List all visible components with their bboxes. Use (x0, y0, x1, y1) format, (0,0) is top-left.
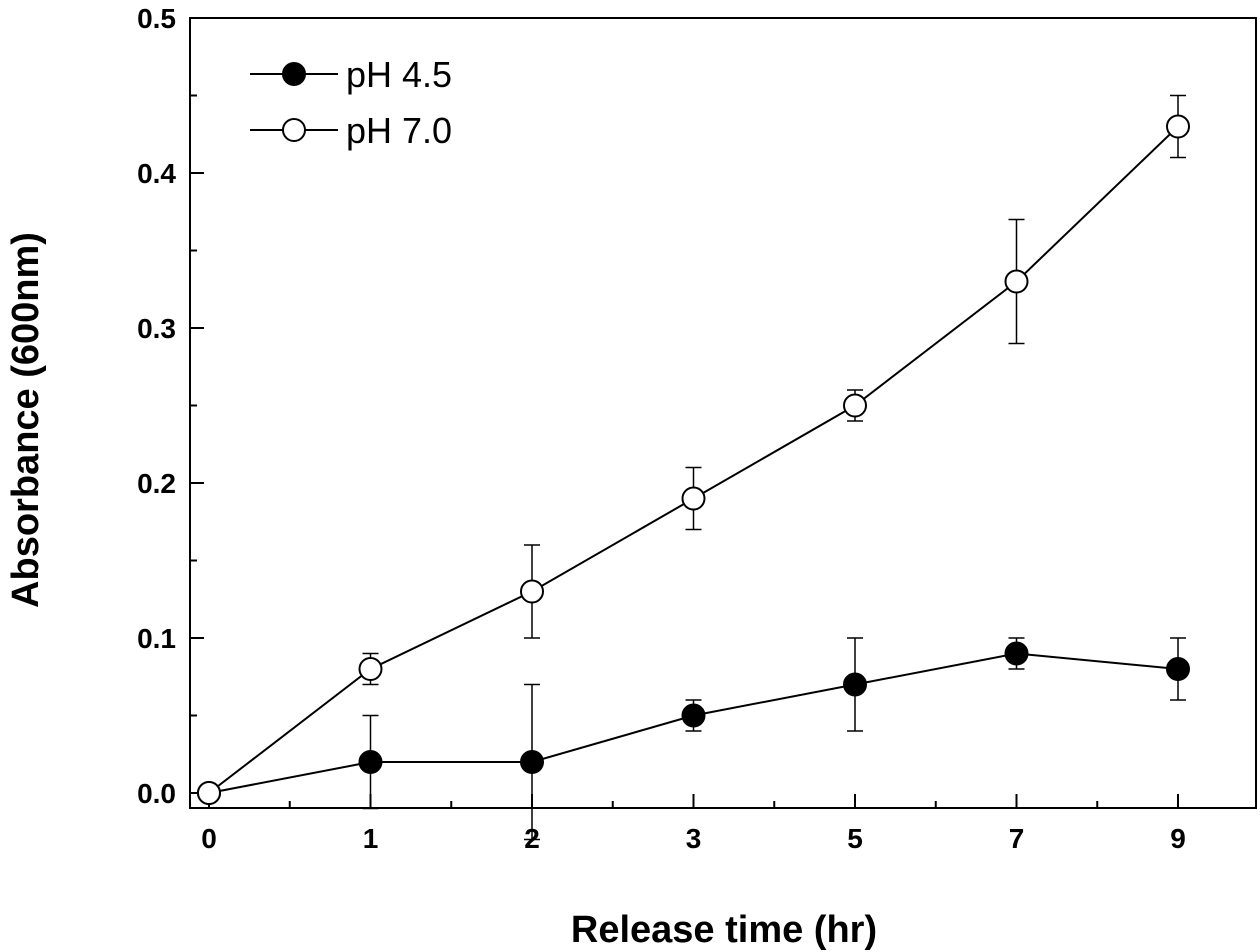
legend-item: pH 4.5 (250, 54, 452, 95)
data-point (358, 750, 383, 774)
y-tick-label: 0.5 (137, 3, 176, 34)
x-tick-label: 9 (1170, 823, 1186, 854)
x-axis-title: Release time (hr) (571, 909, 877, 951)
data-point (197, 781, 221, 805)
x-tick-label: 0 (201, 823, 217, 854)
y-tick-label: 0.0 (137, 778, 176, 809)
plot-frame (189, 17, 1257, 809)
y-tick-label: 0.2 (137, 468, 176, 499)
series-2 (197, 94, 1190, 805)
y-tick-label: 0.4 (137, 158, 176, 189)
data-point (1004, 641, 1029, 666)
legend: pH 4.5 pH 7.0 (250, 54, 452, 151)
legend-label: pH 7.0 (346, 110, 452, 151)
series-1 (197, 637, 1190, 841)
data-point (520, 750, 544, 774)
series-line (208, 125, 1179, 794)
legend-marker (282, 118, 306, 142)
data-point (1004, 269, 1029, 294)
data-point (358, 657, 383, 681)
data-point (843, 393, 867, 418)
y-tick-label: 0.3 (137, 313, 176, 344)
x-tick-label: 1 (363, 823, 379, 854)
legend-item: pH 7.0 (250, 110, 452, 151)
data-point (1166, 114, 1190, 139)
data-point (843, 672, 867, 697)
y-axis-title: Absorbance (600nm) (5, 232, 47, 608)
x-tick-label: 3 (686, 823, 702, 854)
data-point (681, 703, 706, 728)
data-point (681, 486, 706, 511)
data-point (1166, 657, 1190, 681)
axis-titles: Release time (hr) Absorbance (600nm) (5, 232, 877, 951)
series-layer (197, 94, 1190, 841)
data-point (520, 579, 544, 604)
legend-marker (282, 62, 306, 86)
x-tick-label: 7 (1009, 823, 1025, 854)
legend-label: pH 4.5 (346, 54, 452, 95)
x-tick-label: 5 (847, 823, 863, 854)
y-tick-label: 0.1 (137, 623, 176, 654)
